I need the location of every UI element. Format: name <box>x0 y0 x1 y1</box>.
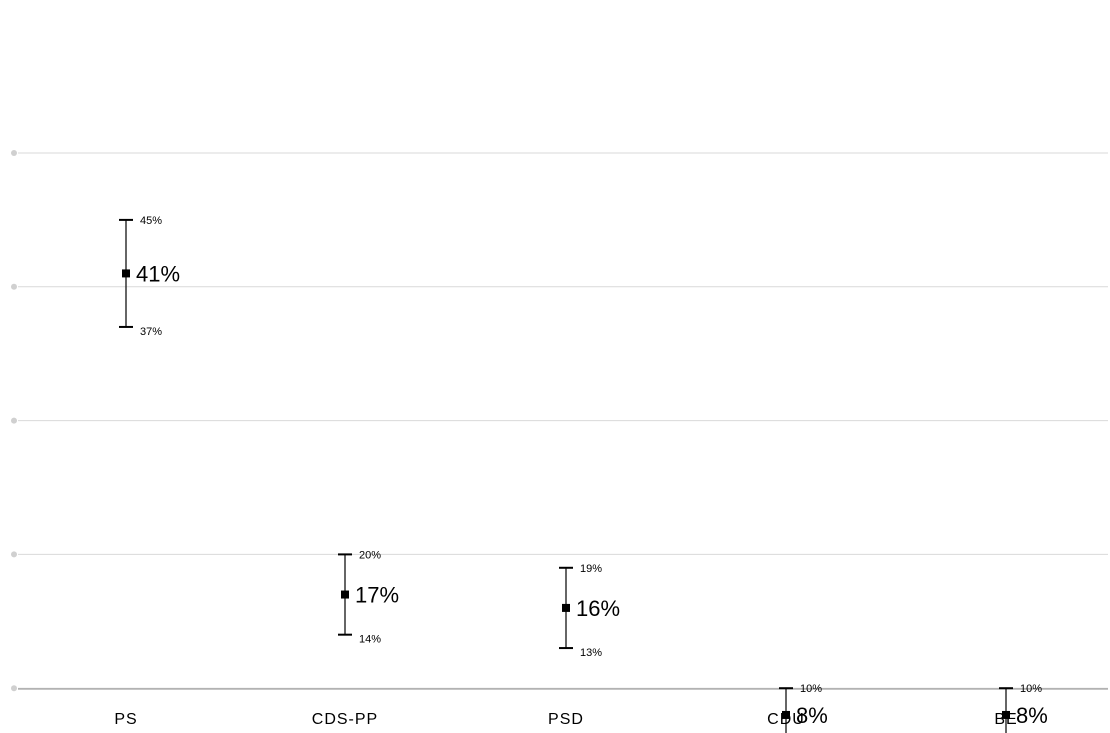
lower-label-ps: 37% <box>140 326 162 338</box>
gridline-dot-30 <box>11 417 17 424</box>
point-marker-cds-pp <box>341 590 349 599</box>
x-tick-label-ps: PS <box>114 711 137 728</box>
value-label-cdu: 8% <box>796 703 828 728</box>
error-bars <box>119 218 1013 733</box>
upper-label-be: 10% <box>1020 683 1042 695</box>
upper-label-psd: 19% <box>580 563 602 575</box>
errorbar-psd <box>559 566 573 650</box>
point-marker-cdu <box>782 710 790 719</box>
data-labels: 41%45%37%17%20%14%16%19%13%8%10%6%8%10%6… <box>136 215 1048 728</box>
gridline-dot-40 <box>11 283 17 290</box>
value-label-cds-pp: 17% <box>355 583 399 608</box>
point-marker-ps <box>122 269 130 278</box>
x-axis: PS CDS-PP PSD CDU BE <box>18 688 1108 728</box>
value-label-be: 8% <box>1016 703 1048 728</box>
point-marker-psd <box>562 603 570 612</box>
value-label-psd: 16% <box>576 596 620 621</box>
lower-label-psd: 13% <box>580 647 602 659</box>
errorbar-ps <box>119 218 133 328</box>
x-tick-label-cds-pp: CDS-PP <box>312 711 378 728</box>
lower-label-cds-pp: 14% <box>359 634 381 646</box>
gridline-dot-20 <box>11 551 17 558</box>
x-tick-label-psd: PSD <box>548 711 584 728</box>
upper-label-cds-pp: 20% <box>359 549 381 561</box>
upper-label-cdu: 10% <box>800 683 822 695</box>
gridline-dot-50 <box>11 150 17 156</box>
gridlines <box>11 150 1108 692</box>
point-marker-be <box>1002 710 1010 719</box>
gridline-dot-10 <box>11 685 17 692</box>
errorbar-cds-pp <box>338 553 352 636</box>
upper-label-ps: 45% <box>140 215 162 227</box>
value-label-ps: 41% <box>136 261 180 286</box>
